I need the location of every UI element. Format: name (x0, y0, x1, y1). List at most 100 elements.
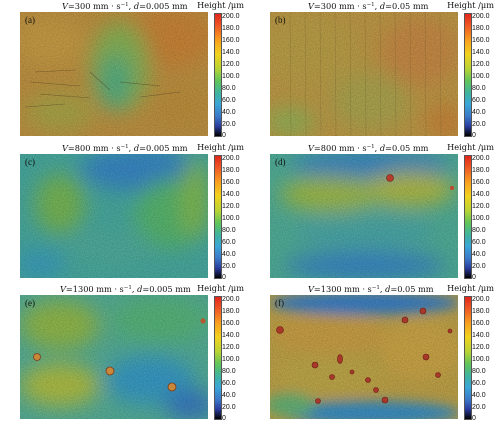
speed-symbol: V (308, 1, 314, 11)
separator: , (131, 284, 138, 294)
tick-label: 60.0 (222, 97, 236, 104)
tick-label: 40.0 (222, 109, 236, 116)
surface-map-b (270, 12, 458, 136)
tick-label: 100.0 (472, 73, 490, 80)
tick-label: 200.0 (222, 155, 240, 162)
tick-label: 80.0 (222, 85, 236, 92)
speed-exponent: −1 (123, 285, 132, 291)
colorbar (214, 13, 222, 137)
tick-label: 200.0 (472, 13, 490, 20)
tick-label: 80.0 (472, 368, 486, 375)
speed-symbol: V (62, 143, 68, 153)
tick-label: 100.0 (472, 215, 490, 222)
tick-label: 160.0 (472, 320, 490, 327)
surface-map-a (20, 12, 208, 136)
tick-label: 160.0 (222, 320, 240, 327)
depth-symbol: d (379, 143, 386, 153)
tick-label: 180.0 (472, 308, 490, 315)
tick-label: 0 (222, 132, 226, 139)
tick-label: 200.0 (222, 13, 240, 20)
panel-e: V=1300 mm · s−1, d=0.005 mm Height /μm (… (0, 283, 250, 424)
tick-label: 140.0 (472, 332, 490, 339)
tick-label: 180.0 (472, 167, 490, 174)
colorbar-title: Height /μm (447, 142, 494, 152)
depth-value: =0.05 mm (385, 1, 429, 11)
colorbar-ticks: 200.0 180.0 160.0 140.0 120.0 100.0 80.0… (222, 10, 252, 139)
colorbar-title: Height /μm (447, 0, 494, 10)
tick-label: 140.0 (472, 191, 490, 198)
tick-label: 60.0 (472, 97, 486, 104)
tick-label: 80.0 (472, 85, 486, 92)
speed-symbol: V (62, 1, 68, 11)
tick-label: 200.0 (472, 296, 490, 303)
colorbar (464, 13, 472, 137)
colorbar-ticks: 200.0 180.0 160.0 140.0 120.0 100.0 80.0… (472, 152, 500, 281)
tick-label: 140.0 (222, 332, 240, 339)
tick-label: 20.0 (222, 263, 236, 270)
depth-value: =0.05 mm (385, 143, 429, 153)
tick-label: 40.0 (222, 392, 236, 399)
colorbar-ticks: 200.0 180.0 160.0 140.0 120.0 100.0 80.0… (472, 293, 500, 422)
depth-symbol: d (385, 284, 391, 294)
tick-label: 120.0 (222, 61, 240, 68)
depth-symbol: d (133, 143, 140, 153)
tick-label: 120.0 (472, 61, 490, 68)
speed-value: =800 mm · s (313, 143, 367, 153)
tick-label: 180.0 (222, 308, 240, 315)
speed-exponent: −1 (120, 2, 129, 8)
tick-label: 20.0 (222, 121, 236, 128)
colorbar (214, 296, 222, 420)
tick-label: 60.0 (472, 380, 486, 387)
colorbar-title: Height /μm (197, 142, 244, 152)
tick-label: 100.0 (222, 73, 240, 80)
surface-map-f (270, 295, 458, 419)
panel-d: V=800 mm · s−1, d=0.05 mm Height /μm (d)… (250, 142, 500, 283)
speed-symbol: V (308, 143, 314, 153)
tick-label: 160.0 (472, 179, 490, 186)
tick-label: 100.0 (472, 356, 490, 363)
colorbar-ticks: 200.0 180.0 160.0 140.0 120.0 100.0 80.0… (222, 152, 252, 281)
tick-label: 120.0 (472, 344, 490, 351)
tick-label: 20.0 (222, 404, 236, 411)
tick-label: 40.0 (472, 251, 486, 258)
speed-value: =800 mm · s (67, 143, 121, 153)
tick-label: 0 (472, 274, 476, 281)
depth-symbol: d (379, 1, 386, 11)
speed-exponent: −1 (366, 2, 375, 8)
panel-f-header: V=1300 mm · s−1, d=0.05 mm (308, 283, 434, 294)
speed-value: =1300 mm · s (65, 284, 124, 294)
depth-symbol: d (133, 1, 140, 11)
colorbar-title: Height /μm (447, 283, 494, 293)
speed-symbol: V (60, 284, 66, 294)
tick-label: 80.0 (472, 227, 486, 234)
tick-label: 80.0 (222, 368, 236, 375)
panel-d-header: V=800 mm · s−1, d=0.05 mm (308, 142, 428, 153)
tick-label: 0 (472, 415, 476, 422)
tick-label: 40.0 (222, 251, 236, 258)
depth-value: =0.005 mm (139, 1, 188, 11)
tick-label: 180.0 (472, 25, 490, 32)
separator: , (374, 143, 380, 153)
panel-label-f: (f) (275, 298, 284, 308)
panel-label-e: (e) (25, 298, 35, 308)
speed-exponent: −1 (371, 285, 380, 291)
colorbar-title: Height /μm (197, 283, 244, 293)
panel-e-header: V=1300 mm · s−1, d=0.005 mm (60, 283, 191, 294)
speed-exponent: −1 (120, 144, 129, 150)
speed-value: =1300 mm · s (313, 284, 372, 294)
speed-exponent: −1 (366, 144, 375, 150)
tick-label: 60.0 (472, 239, 486, 246)
surface-map-c (20, 154, 208, 278)
tick-label: 160.0 (222, 37, 240, 44)
panel-c: V=800 mm · s−1, d=0.005 mm Height /μm (c… (0, 142, 250, 283)
separator: , (374, 1, 380, 11)
speed-value: =300 mm · s (67, 1, 121, 11)
panel-b-header: V=300 mm · s−1, d=0.05 mm (308, 0, 428, 11)
panel-a-header: V=300 mm · s−1, d=0.005 mm (62, 0, 188, 11)
colorbar-ticks: 200.0 180.0 160.0 140.0 120.0 100.0 80.0… (222, 293, 252, 422)
separator: , (379, 284, 386, 294)
tick-label: 0 (222, 415, 226, 422)
tick-label: 0 (222, 274, 226, 281)
colorbar (464, 155, 472, 279)
tick-label: 200.0 (222, 296, 240, 303)
